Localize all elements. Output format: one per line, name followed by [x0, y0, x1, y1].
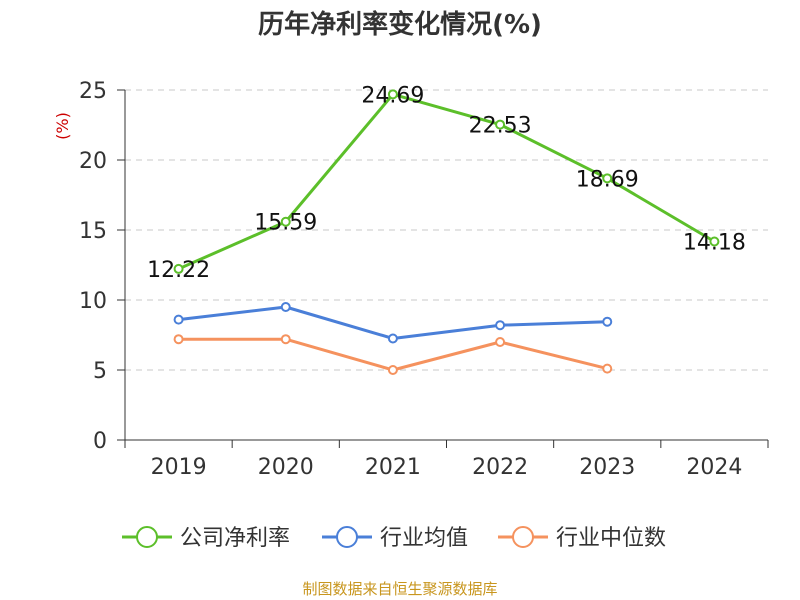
data-point [495, 119, 506, 130]
x-tick-label: 2024 [686, 455, 742, 480]
y-tick-label: 25 [79, 79, 107, 104]
data-point [173, 314, 184, 325]
data-label: 14.18 [683, 230, 746, 255]
y-tick-label: 20 [79, 149, 107, 174]
grid-lines [125, 89, 768, 371]
x-tick-label: 2019 [151, 455, 207, 480]
data-point [709, 236, 720, 247]
data-point [387, 365, 398, 375]
x-tick-label: 2021 [365, 455, 421, 480]
data-point [602, 363, 613, 374]
legend: 公司净利率 行业均值 行业中位数 [122, 526, 666, 551]
data-point [280, 302, 291, 312]
y-tick-label: 0 [93, 429, 107, 454]
y-tick-label: 10 [79, 289, 107, 314]
data-label: 12.22 [147, 258, 210, 283]
chart-title: 历年净利率变化情况(%) [258, 10, 542, 40]
data-point [602, 173, 613, 184]
legend-marker-icon [512, 526, 534, 548]
axes: 0 5 10 15 20 25 2019 2020 2021 2022 2023 2024 (%) [53, 79, 769, 480]
data-label: 18.69 [576, 167, 639, 192]
data-point [280, 216, 291, 227]
data-label: 15.59 [254, 211, 317, 236]
x-tick-label: 2022 [472, 455, 528, 480]
data-point [173, 334, 184, 345]
data-point [280, 334, 291, 345]
data-point [173, 263, 184, 274]
data-point [495, 337, 506, 347]
legend-item: 公司净利率 [122, 526, 290, 551]
y-tick-label: 5 [93, 359, 107, 384]
x-tick-label: 2023 [579, 455, 635, 480]
data-point [495, 320, 506, 331]
series-lines [173, 89, 720, 375]
legend-label: 行业中位数 [556, 526, 666, 551]
legend-label: 公司净利率 [180, 526, 290, 551]
legend-marker-icon [136, 526, 158, 548]
data-point [387, 89, 398, 100]
data-point [602, 316, 613, 327]
legend-item: 行业中位数 [498, 526, 666, 551]
data-label: 24.69 [361, 83, 424, 108]
x-tick-label: 2020 [258, 455, 314, 480]
legend-marker-icon [336, 526, 358, 548]
source-note: 制图数据来自恒生聚源数据库 [302, 580, 498, 598]
data-label: 22.53 [469, 114, 532, 139]
y-axis-label: (%) [53, 112, 72, 140]
y-tick-label: 15 [79, 219, 107, 244]
legend-item: 行业均值 [322, 526, 468, 551]
data-labels: 12.22 15.59 24.69 22.53 18.69 14.18 [147, 83, 746, 283]
data-point [387, 333, 398, 344]
series-line [177, 92, 716, 271]
legend-label: 行业均值 [380, 526, 468, 551]
